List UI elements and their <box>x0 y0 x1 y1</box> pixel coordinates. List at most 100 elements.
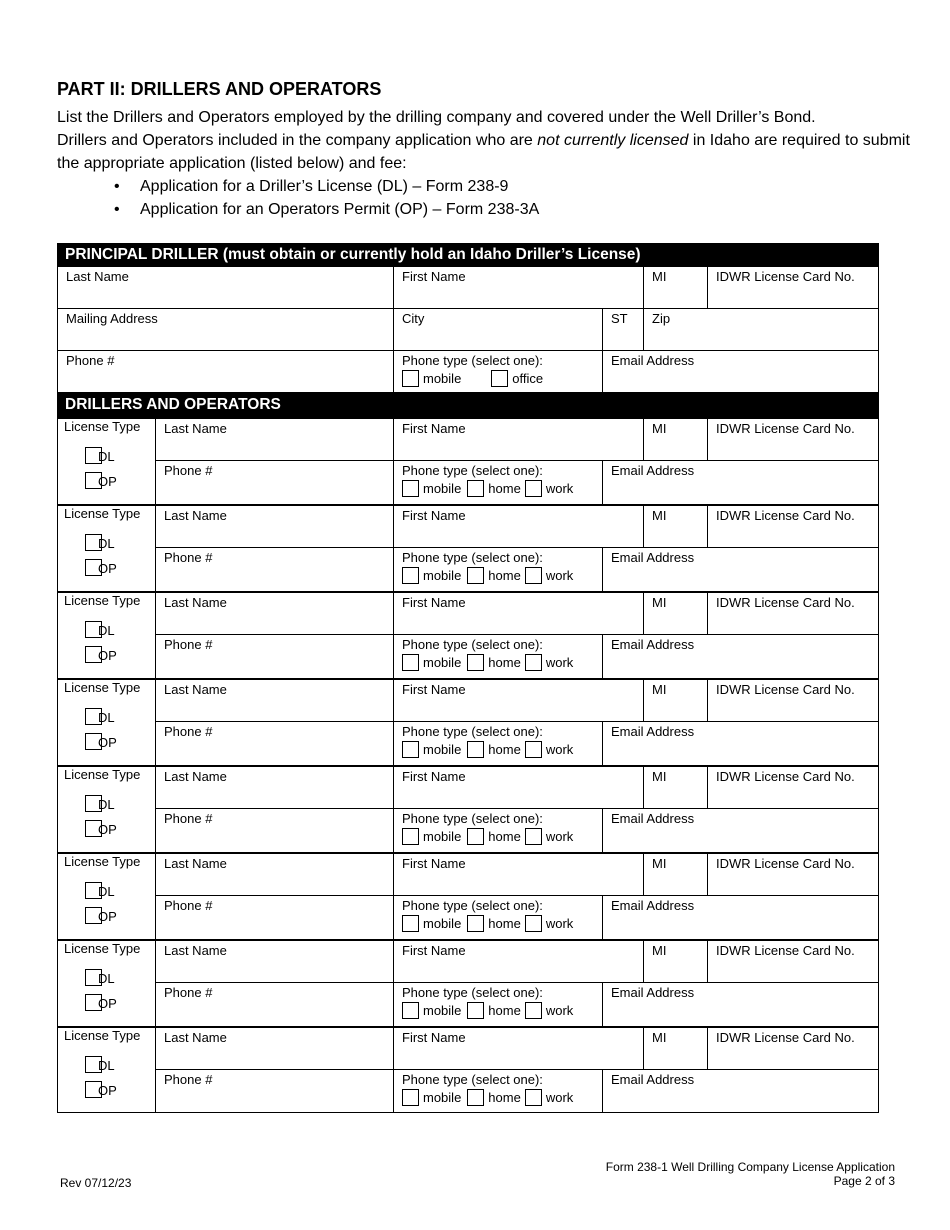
last-name-field[interactable]: Last Name <box>156 419 394 460</box>
license-no-field[interactable]: IDWR License Card No. <box>708 267 878 308</box>
last-name-field[interactable]: Last Name <box>156 680 394 721</box>
home-checkbox[interactable] <box>467 567 485 584</box>
mi-field[interactable]: MI <box>644 419 708 460</box>
last-name-field[interactable]: Last Name <box>156 854 394 895</box>
op-checkbox[interactable] <box>85 994 102 1011</box>
dl-checkbox[interactable] <box>85 447 102 464</box>
last-name-field[interactable]: Last Name <box>156 941 394 982</box>
mi-field[interactable]: MI <box>644 267 708 308</box>
mi-field[interactable]: MI <box>644 854 708 895</box>
home-checkbox[interactable] <box>467 1089 485 1106</box>
first-name-field[interactable]: First Name <box>394 767 644 808</box>
op-checkbox[interactable] <box>85 907 102 924</box>
home-checkbox[interactable] <box>467 915 485 932</box>
email-field[interactable]: Email Address <box>603 809 878 852</box>
email-field[interactable]: Email Address <box>603 351 878 392</box>
mobile-checkbox[interactable] <box>402 1002 419 1019</box>
phone-field[interactable]: Phone # <box>156 1070 394 1112</box>
op-checkbox[interactable] <box>85 1081 102 1098</box>
mobile-checkbox[interactable] <box>402 654 419 671</box>
first-name-field[interactable]: First Name <box>394 680 644 721</box>
op-checkbox[interactable] <box>85 820 102 837</box>
work-checkbox[interactable] <box>524 567 542 584</box>
work-checkbox[interactable] <box>524 654 542 671</box>
license-no-field[interactable]: IDWR License Card No. <box>708 680 878 721</box>
dl-checkbox[interactable] <box>85 882 102 899</box>
first-name-field[interactable]: First Name <box>394 419 644 460</box>
first-name-field[interactable]: First Name <box>394 267 644 308</box>
last-name-field[interactable]: Last Name <box>156 593 394 634</box>
phone-field[interactable]: Phone # <box>156 983 394 1026</box>
mi-field[interactable]: MI <box>644 506 708 547</box>
mi-field[interactable]: MI <box>644 593 708 634</box>
phone-field[interactable]: Phone # <box>156 635 394 678</box>
home-checkbox[interactable] <box>467 828 485 845</box>
mobile-checkbox[interactable] <box>402 567 419 584</box>
first-name-field[interactable]: First Name <box>394 506 644 547</box>
work-checkbox[interactable] <box>524 1002 542 1019</box>
email-field[interactable]: Email Address <box>603 1070 878 1112</box>
phone-field[interactable]: Phone # <box>156 896 394 939</box>
email-field[interactable]: Email Address <box>603 722 878 765</box>
dl-checkbox[interactable] <box>85 795 102 812</box>
dl-checkbox[interactable] <box>85 1056 102 1073</box>
license-no-field[interactable]: IDWR License Card No. <box>708 767 878 808</box>
work-checkbox[interactable] <box>524 1089 542 1106</box>
mi-field[interactable]: MI <box>644 680 708 721</box>
op-checkbox[interactable] <box>85 733 102 750</box>
work-checkbox[interactable] <box>524 915 542 932</box>
email-field[interactable]: Email Address <box>603 896 878 939</box>
first-name-field[interactable]: First Name <box>394 941 644 982</box>
op-checkbox[interactable] <box>85 646 102 663</box>
phone-field[interactable]: Phone # <box>156 461 394 504</box>
email-field[interactable]: Email Address <box>603 983 878 1026</box>
dl-checkbox[interactable] <box>85 969 102 986</box>
mobile-checkbox[interactable] <box>402 480 419 497</box>
license-no-field[interactable]: IDWR License Card No. <box>708 506 878 547</box>
work-checkbox[interactable] <box>524 480 542 497</box>
op-checkbox[interactable] <box>85 559 102 576</box>
home-checkbox[interactable] <box>467 1002 485 1019</box>
phone-field[interactable]: Phone # <box>156 809 394 852</box>
last-name-field[interactable]: Last Name <box>156 1028 394 1069</box>
email-field[interactable]: Email Address <box>603 635 878 678</box>
home-checkbox[interactable] <box>467 741 485 758</box>
dl-checkbox[interactable] <box>85 708 102 725</box>
first-name-field[interactable]: First Name <box>394 593 644 634</box>
dl-checkbox[interactable] <box>85 534 102 551</box>
last-name-field[interactable]: Last Name <box>58 267 394 308</box>
license-no-field[interactable]: IDWR License Card No. <box>708 941 878 982</box>
mobile-checkbox[interactable] <box>402 1089 419 1106</box>
license-no-field[interactable]: IDWR License Card No. <box>708 419 878 460</box>
phone-field[interactable]: Phone # <box>58 351 394 392</box>
email-field[interactable]: Email Address <box>603 461 878 504</box>
state-field[interactable]: ST <box>603 309 644 350</box>
work-checkbox[interactable] <box>524 828 542 845</box>
phone-field[interactable]: Phone # <box>156 722 394 765</box>
phone-field[interactable]: Phone # <box>156 548 394 591</box>
mobile-checkbox[interactable] <box>402 828 419 845</box>
mobile-checkbox[interactable] <box>402 741 419 758</box>
city-field[interactable]: City <box>394 309 603 350</box>
last-name-field[interactable]: Last Name <box>156 506 394 547</box>
first-name-field[interactable]: First Name <box>394 854 644 895</box>
email-field[interactable]: Email Address <box>603 548 878 591</box>
home-checkbox[interactable] <box>467 480 485 497</box>
home-checkbox[interactable] <box>467 654 485 671</box>
dl-checkbox[interactable] <box>85 621 102 638</box>
work-checkbox[interactable] <box>524 741 542 758</box>
first-name-field[interactable]: First Name <box>394 1028 644 1069</box>
license-no-field[interactable]: IDWR License Card No. <box>708 1028 878 1069</box>
office-checkbox[interactable] <box>491 370 509 387</box>
op-checkbox[interactable] <box>85 472 102 489</box>
mi-field[interactable]: MI <box>644 767 708 808</box>
mi-field[interactable]: MI <box>644 1028 708 1069</box>
mailing-address-field[interactable]: Mailing Address <box>58 309 394 350</box>
mi-field[interactable]: MI <box>644 941 708 982</box>
last-name-field[interactable]: Last Name <box>156 767 394 808</box>
license-no-field[interactable]: IDWR License Card No. <box>708 854 878 895</box>
mobile-checkbox[interactable] <box>402 370 419 387</box>
mobile-checkbox[interactable] <box>402 915 419 932</box>
license-no-field[interactable]: IDWR License Card No. <box>708 593 878 634</box>
zip-field[interactable]: Zip <box>644 309 878 350</box>
